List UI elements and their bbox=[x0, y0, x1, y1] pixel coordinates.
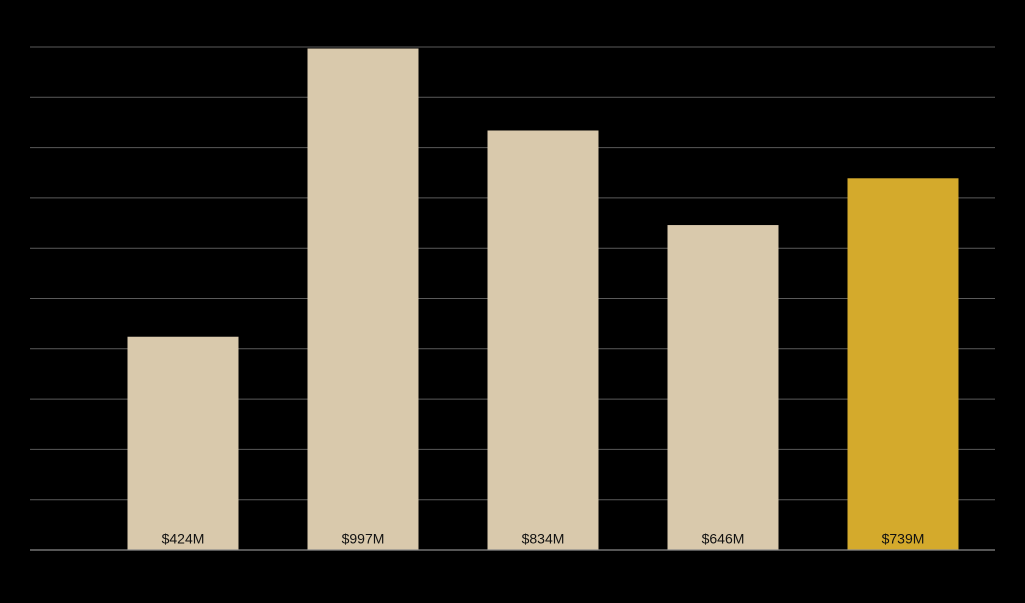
bar bbox=[307, 48, 419, 550]
bar bbox=[847, 178, 959, 550]
value-label: $834M bbox=[522, 531, 565, 547]
value-label: $646M bbox=[702, 531, 745, 547]
value-label: $997M bbox=[342, 531, 385, 547]
bar bbox=[127, 336, 239, 550]
bar bbox=[487, 130, 599, 551]
value-label: $739M bbox=[882, 531, 925, 547]
bar bbox=[667, 225, 779, 550]
value-label: $424M bbox=[162, 531, 205, 547]
